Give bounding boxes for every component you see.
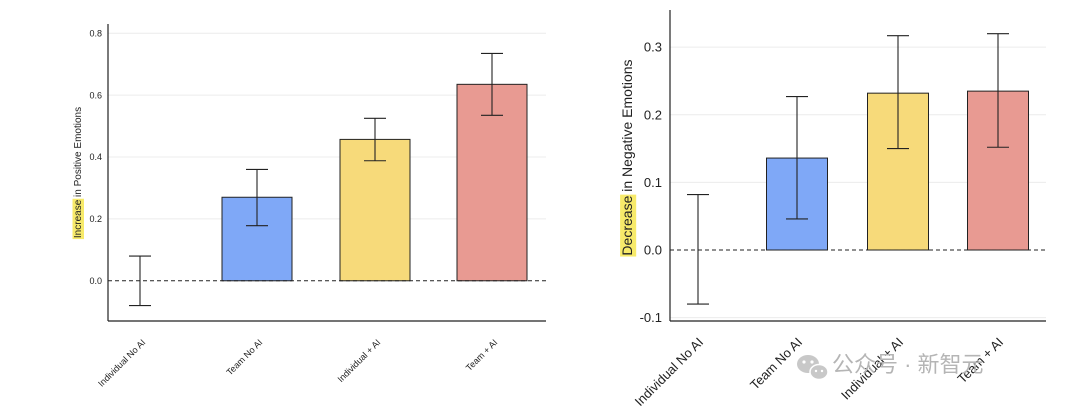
positive-y-axis-title-rest: in Positive Emotions [73,107,84,200]
positive-ytick-label-2: 0.4 [89,152,102,162]
positive-bar-team-plus-ai [456,83,528,282]
positive-error-bar-team-no-ai [246,168,268,227]
negative-error-bar-team-no-ai [786,95,808,220]
positive-ytick-label-4: 0.8 [89,28,102,38]
negative-y-axis-title: Decrease in Negative Emotions [619,59,635,255]
positive-ytick-label-1: 0.2 [89,214,102,224]
negative-y-axis-title-rest: in Negative Emotions [619,59,635,195]
positive-category-label-individual-plus-ai: Individual + AI [336,337,383,384]
negative-category-label-individual-no-ai: Individual No AI [632,335,706,406]
negative-y-axis-title-highlight: Decrease [619,195,635,255]
negative-error-bar-team-plus-ai [987,33,1009,148]
watermark: 公众号 · 新智元 [797,352,984,381]
watermark-text: 公众号 · 新智元 [832,352,984,377]
positive-error-bar-team-plus-ai [481,52,503,116]
negative-category-label-team-no-ai: Team No AI [747,335,805,393]
positive-error-bar-individual-plus-ai [364,117,386,162]
negative-error-bar-individual-plus-ai [887,35,909,150]
positive-y-axis-title-highlight-bg [72,198,84,240]
negative-error-bar-individual-no-ai [687,194,709,305]
negative-ytick-label-2: 0.1 [644,175,662,190]
negative-ytick-label-0: -0.1 [640,310,662,325]
positive-category-label-team-no-ai: Team No AI [224,337,264,377]
negative-emotions-chart: -0.1 0.0 0.1 0.2 0.3 Individual No AI Team No … [619,10,1046,406]
positive-category-label-individual-no-ai: Individual No AI [96,337,147,388]
negative-ytick-label-4: 0.3 [644,40,662,55]
positive-ytick-label-3: 0.6 [89,90,102,100]
wechat-icon [797,355,829,381]
positive-category-label-team-plus-ai: Team + AI [464,337,500,373]
negative-ytick-label-3: 0.2 [644,107,662,122]
positive-ytick-label-0: 0.0 [89,276,102,286]
positive-error-bar-individual-no-ai [129,255,151,307]
negative-y-axis-title-highlight-bg [620,194,637,257]
positive-emotions-chart: 0.0 0.2 0.4 0.6 0.8 Individual No AI Team No A… [72,24,546,389]
positive-bar-individual-plus-ai [339,138,411,282]
negative-ytick-label-1: 0.0 [644,243,662,258]
positive-y-axis-title-highlight: Increase [73,199,84,238]
positive-y-axis-title: Increase in Positive Emotions [73,107,84,238]
